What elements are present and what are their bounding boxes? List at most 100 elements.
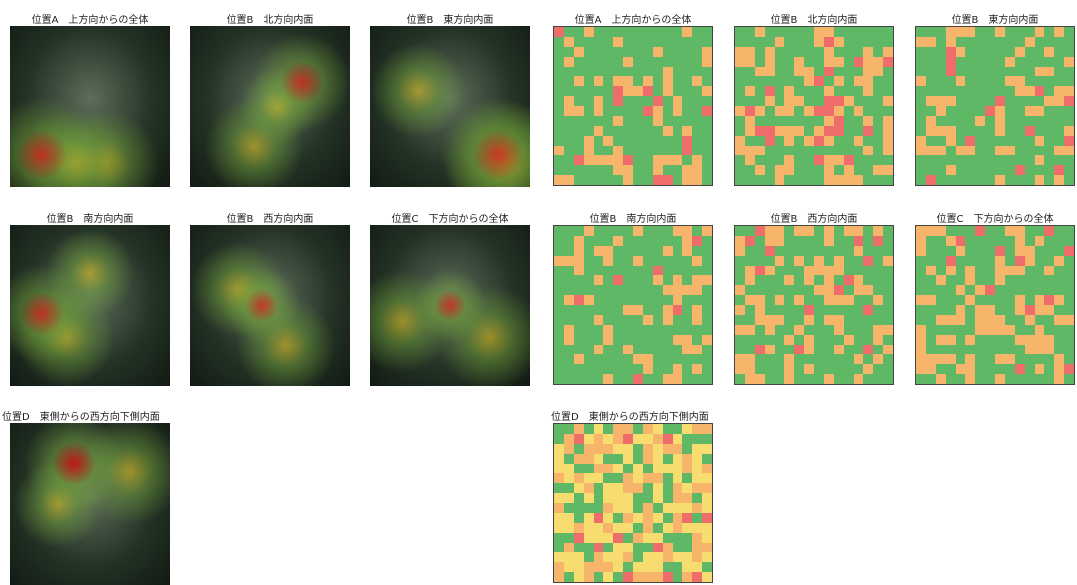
grid-cell — [823, 175, 834, 185]
grid-cell — [692, 135, 703, 146]
grid-cell — [955, 285, 966, 296]
grid-cell — [754, 125, 765, 136]
grid-cell — [883, 295, 893, 305]
grid-cell — [754, 334, 765, 345]
grid-cell — [863, 56, 874, 67]
grid-cell — [1024, 66, 1035, 77]
grid-cell — [623, 86, 633, 97]
grid-cell — [965, 265, 976, 276]
grid-cell — [1044, 275, 1055, 286]
grid-cell — [794, 354, 805, 365]
grid-cell — [965, 135, 976, 146]
grid-cell — [975, 46, 986, 57]
grid-cell — [1054, 175, 1065, 185]
grid-cell — [554, 364, 564, 375]
grid-cell — [935, 374, 946, 384]
grid-cell — [672, 135, 683, 146]
grid-cell — [833, 36, 844, 47]
grid-cell — [613, 314, 624, 325]
grid-cell — [1064, 324, 1074, 335]
class-grid — [915, 26, 1075, 186]
grid-cell — [583, 433, 594, 444]
grid-cell — [794, 76, 805, 87]
grid-title: 位置B 西方向内面 — [770, 214, 858, 225]
grid-cell — [702, 235, 712, 246]
grid-cell — [853, 56, 864, 67]
grid-cell — [1014, 165, 1025, 176]
grid-cell — [593, 155, 604, 166]
grid-cell — [692, 305, 703, 315]
grid-cell — [784, 285, 795, 296]
grid-cell — [1034, 165, 1045, 176]
grid-cell — [623, 334, 633, 345]
grid-cell — [945, 374, 956, 384]
grid-cell — [672, 552, 683, 563]
grid-cell — [804, 354, 814, 365]
grid-cell — [916, 135, 926, 146]
grid-cell — [754, 86, 765, 97]
grid-cell — [593, 483, 604, 494]
grid-cell — [754, 66, 765, 77]
grid-cell — [1004, 226, 1015, 236]
grid-cell — [995, 226, 1005, 236]
grid-cell — [642, 324, 653, 335]
grid-cell — [833, 46, 844, 57]
grid-cell — [563, 265, 574, 276]
grid-cell — [916, 96, 926, 106]
grid-cell — [573, 295, 584, 305]
grid-cell — [573, 285, 584, 296]
grid-cell — [672, 86, 683, 97]
grid-cell — [1014, 354, 1025, 365]
grid-cell — [573, 96, 584, 106]
grid-cell — [1064, 305, 1074, 315]
grid-cell — [853, 295, 864, 305]
grid-cell — [682, 364, 693, 375]
grid-cell — [1004, 295, 1015, 305]
grid-cell — [692, 235, 703, 246]
grid-cell — [883, 314, 893, 325]
grid-cell — [935, 245, 946, 256]
grid-cell — [563, 36, 574, 47]
grid-cell — [804, 46, 814, 57]
grid-cell — [682, 473, 693, 484]
heatmap-photo — [370, 26, 530, 187]
grid-cell — [744, 334, 755, 345]
grid-cell — [843, 106, 854, 116]
grid-cell — [1054, 46, 1065, 57]
grid-cell — [573, 374, 584, 384]
grid-cell — [613, 285, 624, 296]
grid-cell — [985, 36, 995, 47]
grid-cell — [764, 255, 775, 266]
grid-cell — [823, 235, 834, 246]
grid-cell — [853, 314, 864, 325]
grid-cell — [1014, 255, 1025, 266]
grid-cell — [853, 46, 864, 57]
grid-cell — [583, 56, 594, 67]
grid-cell — [603, 125, 614, 136]
grid-cell — [583, 165, 594, 176]
grid-cell — [593, 226, 604, 236]
grid-cell — [784, 226, 795, 236]
grid-cell — [593, 115, 604, 126]
grid-cell — [613, 86, 624, 97]
grid-cell — [945, 56, 956, 67]
grid-cell — [1044, 354, 1055, 365]
grid-cell — [1044, 265, 1055, 276]
grid-cell — [883, 374, 893, 384]
grid-cell — [623, 532, 633, 543]
grid-cell — [925, 46, 936, 57]
grid-cell — [563, 324, 574, 335]
grid-cell — [1014, 46, 1025, 57]
grid-cell — [702, 443, 712, 454]
grid-cell — [764, 96, 775, 106]
grid-cell — [583, 125, 594, 136]
grid-cell — [1024, 115, 1035, 126]
grid-cell — [873, 86, 884, 97]
grid-cell — [682, 463, 693, 474]
grid-cell — [764, 305, 775, 315]
grid-cell — [975, 135, 986, 146]
grid-cell — [702, 76, 712, 87]
grid-cell — [633, 364, 643, 375]
grid-cell — [563, 145, 574, 156]
grid-cell — [916, 334, 926, 345]
